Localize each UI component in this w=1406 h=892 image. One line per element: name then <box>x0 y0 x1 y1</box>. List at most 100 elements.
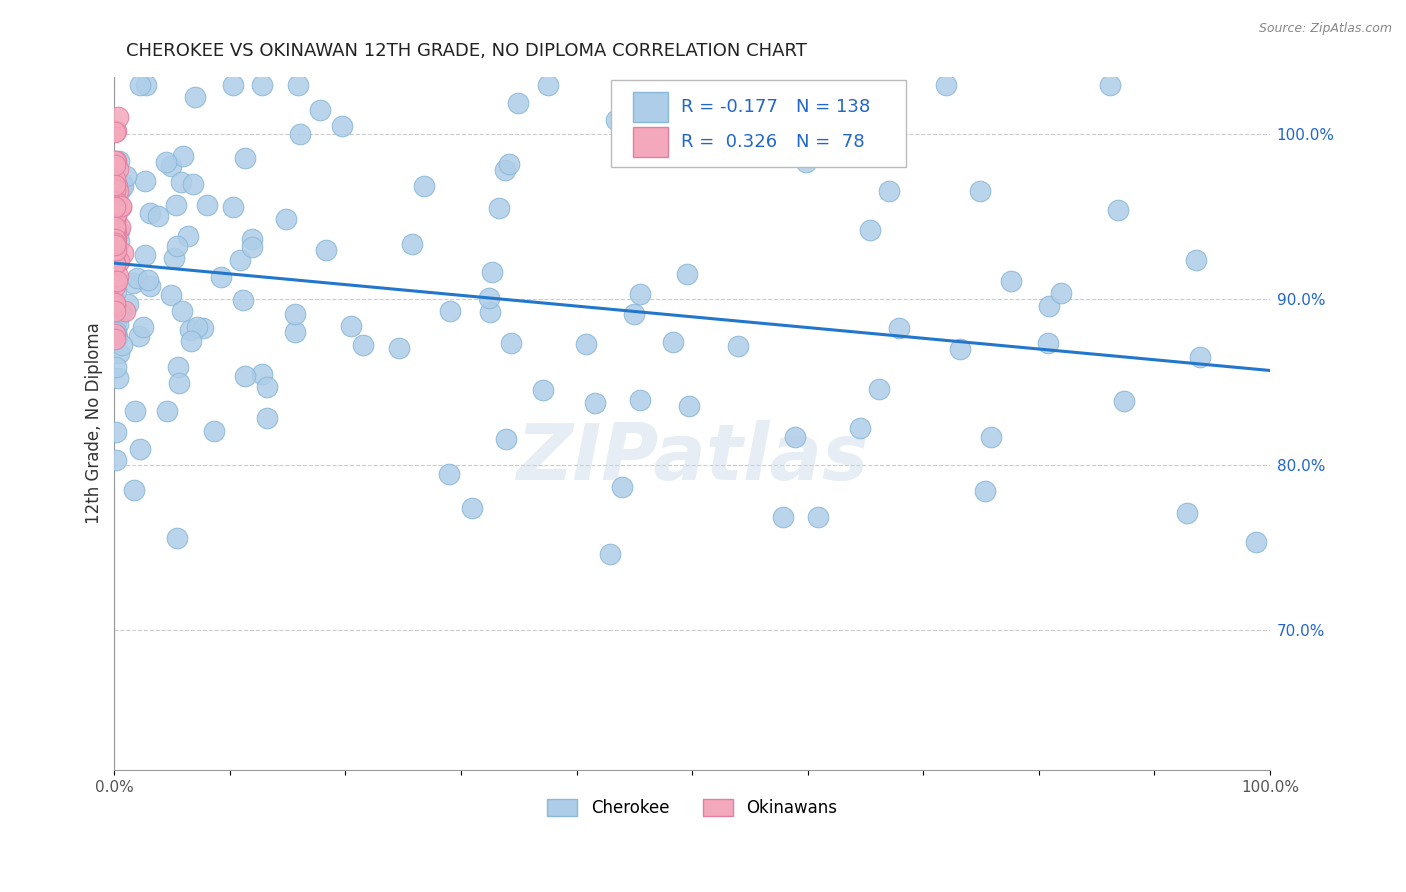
Point <box>104 222 127 236</box>
Point <box>229 252 252 267</box>
Point <box>288 127 311 141</box>
Point <box>103 214 125 228</box>
Point <box>114 169 136 184</box>
Point <box>181 177 204 191</box>
Point <box>110 199 132 213</box>
Point <box>499 335 522 350</box>
Point <box>122 483 145 497</box>
Point <box>1244 534 1267 549</box>
Legend: Cherokee, Okinawans: Cherokee, Okinawans <box>541 793 844 824</box>
Point <box>1049 286 1071 301</box>
Point <box>1038 299 1060 313</box>
Point <box>104 257 127 271</box>
Point <box>103 183 125 197</box>
Point <box>111 176 134 190</box>
Point <box>104 295 127 310</box>
Point <box>498 157 520 171</box>
Point <box>103 211 125 226</box>
Point <box>160 288 183 302</box>
Point <box>851 124 873 138</box>
Point <box>104 223 127 237</box>
Point <box>583 395 606 409</box>
Point <box>105 244 128 258</box>
Point <box>172 303 194 318</box>
Point <box>104 256 127 270</box>
Point <box>233 368 256 383</box>
Point <box>676 267 699 281</box>
Point <box>104 195 127 210</box>
Point <box>179 323 201 337</box>
Point <box>103 245 125 260</box>
Point <box>308 103 330 117</box>
Point <box>124 404 146 418</box>
Point <box>494 162 516 177</box>
Point <box>104 243 127 257</box>
Point <box>104 223 127 237</box>
Point <box>112 245 135 260</box>
Point <box>110 306 132 320</box>
Point <box>209 270 232 285</box>
Point <box>256 411 278 425</box>
Point <box>103 225 125 239</box>
Point <box>103 153 125 168</box>
Point <box>103 226 125 240</box>
Point <box>104 425 127 439</box>
Point <box>155 154 177 169</box>
Point <box>727 339 749 353</box>
Point <box>107 268 129 283</box>
Point <box>105 232 128 246</box>
Point <box>110 200 132 214</box>
Text: ZIPatlas: ZIPatlas <box>516 420 869 496</box>
Point <box>197 198 219 212</box>
Point <box>1189 350 1212 364</box>
Point <box>315 243 337 257</box>
Point <box>599 547 621 561</box>
Point <box>105 305 128 319</box>
Point <box>1036 336 1059 351</box>
Point <box>222 78 245 92</box>
Point <box>1185 252 1208 267</box>
Point <box>678 399 700 413</box>
Point <box>114 304 136 318</box>
Point <box>103 201 125 215</box>
Point <box>176 228 198 243</box>
Point <box>849 421 872 435</box>
Point <box>136 272 159 286</box>
Point <box>104 154 127 169</box>
Point <box>340 318 363 333</box>
Point <box>794 155 817 169</box>
Point <box>166 239 188 253</box>
Point <box>184 90 207 104</box>
Point <box>104 223 127 237</box>
Point <box>103 192 125 206</box>
Point <box>108 234 131 248</box>
Point <box>104 224 127 238</box>
Point <box>108 220 131 235</box>
Point <box>274 212 297 227</box>
Point <box>128 442 150 457</box>
Point <box>104 315 127 329</box>
Point <box>1114 393 1136 408</box>
Point <box>139 205 162 219</box>
Point <box>506 96 529 111</box>
Point <box>481 265 503 279</box>
Point <box>103 230 125 244</box>
Point <box>537 78 560 92</box>
Point <box>103 219 125 234</box>
Point <box>110 182 132 196</box>
Point <box>111 179 134 194</box>
Point <box>104 299 127 313</box>
Point <box>122 276 145 290</box>
Y-axis label: 12th Grade, No Diploma: 12th Grade, No Diploma <box>86 322 103 524</box>
Point <box>412 178 434 193</box>
Point <box>1000 274 1022 288</box>
Point <box>284 307 307 321</box>
Text: N = 138: N = 138 <box>796 98 870 116</box>
Point <box>980 430 1002 444</box>
Point <box>202 425 225 439</box>
Point <box>134 248 156 262</box>
Point <box>104 359 127 374</box>
Point <box>156 403 179 417</box>
Point <box>104 452 127 467</box>
Point <box>887 321 910 335</box>
